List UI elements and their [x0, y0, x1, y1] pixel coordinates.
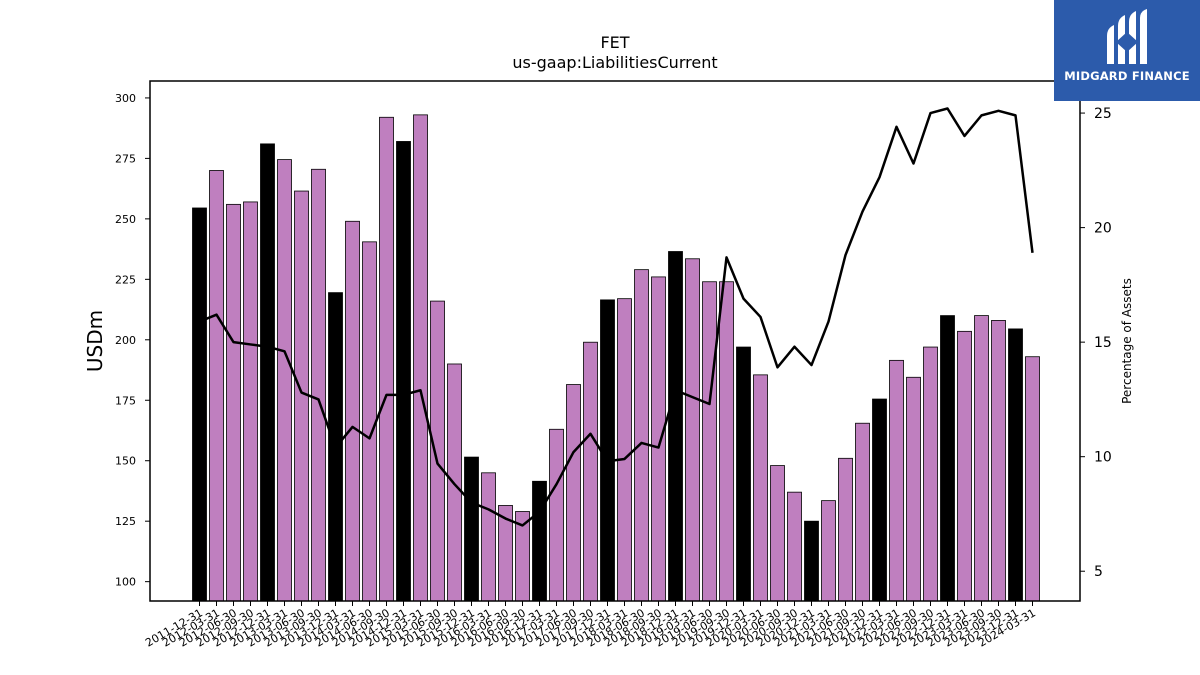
y-tick-label: 300 — [115, 92, 136, 105]
bar-2021-06-30 — [838, 457, 853, 602]
bar-2022-03-31 — [889, 359, 904, 602]
x-axis: 2011-12-312012-03-312012-06-302012-09-30… — [143, 601, 1038, 650]
bar-2020-06-30 — [770, 465, 785, 602]
bar-2013-06-30 — [294, 190, 309, 602]
chart-title: FET — [600, 33, 629, 52]
bar-2021-09-30 — [855, 422, 870, 602]
bar-2019-03-31 — [685, 258, 700, 602]
bar-2024-03-31 — [1025, 356, 1040, 602]
bar-2021-03-31 — [821, 500, 836, 602]
bar-2015-03-31 — [413, 114, 428, 602]
bar-2012-09-30 — [243, 201, 258, 602]
y2-axis-label: Percentage of Assets — [1120, 278, 1134, 404]
y-tick-label: 200 — [115, 334, 136, 347]
bar-2023-03-31 — [957, 330, 972, 602]
bar-2020-03-31 — [753, 374, 768, 602]
bar-2018-09-30 — [651, 276, 666, 602]
y2-tick-label: 15 — [1094, 335, 1112, 351]
bar-2022-09-30 — [923, 346, 938, 602]
y-tick-label: 150 — [115, 455, 136, 468]
bar-2018-12-31 — [668, 251, 683, 602]
bar-2020-12-31 — [804, 520, 819, 602]
bar-2019-09-30 — [719, 281, 734, 602]
bar-2021-12-31 — [872, 398, 887, 602]
bar-2018-06-30 — [634, 269, 649, 602]
bar-2012-12-31 — [260, 143, 275, 602]
bar-2019-06-30 — [702, 281, 717, 602]
y2-tick-label: 10 — [1094, 450, 1112, 466]
logo-text: MIDGARD FINANCE — [1064, 69, 1190, 83]
y2-tick-label: 25 — [1094, 106, 1112, 122]
bar-2023-06-30 — [974, 315, 989, 602]
bar-2016-12-31 — [532, 480, 547, 602]
midgard-finance-logo: MIDGARD FINANCE — [1054, 0, 1200, 101]
bar-2020-09-30 — [787, 491, 802, 602]
y-tick-label: 100 — [115, 576, 136, 589]
bar-2014-06-30 — [362, 241, 377, 602]
bar-2015-12-31 — [464, 456, 479, 602]
bar-2015-06-30 — [430, 300, 445, 602]
bar-2017-09-30 — [583, 341, 598, 602]
bar-2018-03-31 — [617, 298, 632, 602]
bar-2022-12-31 — [940, 315, 955, 602]
y-tick-label: 250 — [115, 213, 136, 226]
bar-2023-09-30 — [991, 320, 1006, 602]
y-tick-label: 275 — [115, 152, 136, 165]
bar-2023-12-31 — [1008, 328, 1023, 602]
midgard-logo-icon — [1107, 9, 1147, 64]
bar-2019-12-31 — [736, 346, 751, 602]
bar-2016-03-31 — [481, 472, 496, 602]
percentage-of-assets-line — [199, 107, 1034, 527]
bar-2014-03-31 — [345, 220, 360, 602]
y2-axis: 5 10 15 20 25 — [1080, 106, 1112, 580]
bar-2013-03-31 — [277, 159, 292, 602]
chart-subtitle: us-gaap:LiabilitiesCurrent — [512, 53, 717, 72]
y2-tick-label: 5 — [1094, 564, 1103, 580]
bar-2011-12-31 — [192, 207, 207, 602]
bar-2017-06-30 — [566, 384, 581, 602]
bar-2014-09-30 — [379, 116, 394, 602]
bars-layer — [192, 114, 1040, 602]
bar-2017-12-31 — [600, 299, 615, 602]
bar-2012-06-30 — [226, 203, 241, 602]
bar-2017-03-31 — [549, 428, 564, 602]
bar-2012-03-31 — [209, 170, 224, 602]
bar-2013-09-30 — [311, 168, 326, 602]
y-tick-label: 125 — [115, 515, 136, 528]
plot-frame — [149, 80, 1081, 602]
bar-2014-12-31 — [396, 141, 411, 602]
y-tick-label: 175 — [115, 394, 136, 407]
bar-2022-06-30 — [906, 376, 921, 602]
line-layer — [199, 107, 1034, 527]
y-axis-label: USDm — [83, 310, 107, 372]
y-tick-label: 225 — [115, 273, 136, 286]
y-axis: 100 125 150 175 200 225 250 275 300 — [115, 92, 150, 589]
y2-tick-label: 20 — [1094, 221, 1112, 237]
